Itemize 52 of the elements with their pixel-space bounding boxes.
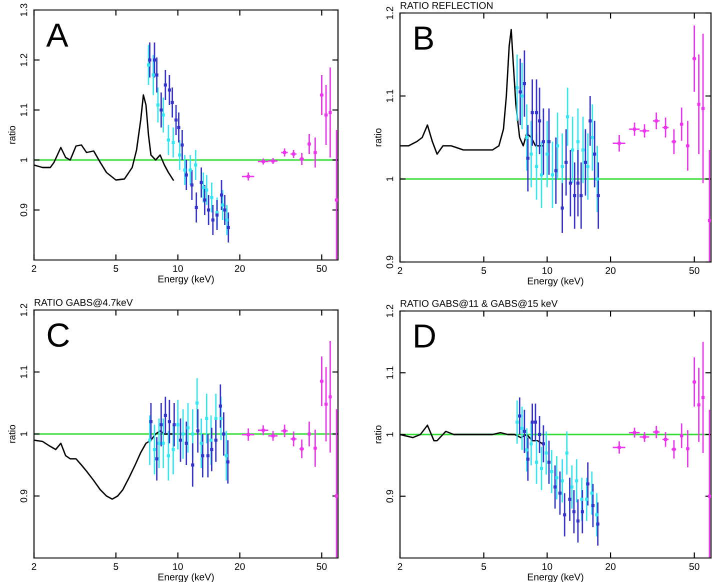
y-tick-label: 1.1 bbox=[386, 90, 394, 102]
y-tick-label: 1 bbox=[386, 176, 394, 181]
y-tick-label: 1.1 bbox=[386, 366, 394, 379]
x-tick-label: 20 bbox=[234, 265, 245, 272]
x-tick-label: 50 bbox=[316, 265, 327, 272]
y-tick-label: 0.9 bbox=[20, 490, 28, 502]
x-tick-label: 2 bbox=[32, 265, 36, 272]
x-tick-label: 10 bbox=[542, 267, 552, 274]
x-axis-title: Energy (keV) bbox=[528, 277, 584, 286]
y-tick-label: 1.3 bbox=[20, 4, 28, 16]
y-tick-label: 1.2 bbox=[20, 54, 28, 66]
y-tick-label: 1 bbox=[20, 432, 28, 436]
annotation: B bbox=[415, 26, 433, 50]
chart-title: RATIO REFLECTION bbox=[400, 2, 492, 9]
y-tick-label: 0.9 bbox=[386, 256, 394, 268]
y-tick-label: 1.1 bbox=[20, 104, 28, 116]
x-axis-title: Energy (keV) bbox=[158, 275, 214, 284]
x-tick-label: 10 bbox=[173, 563, 183, 570]
x-tick-label: 2 bbox=[398, 267, 402, 274]
x-tick-label: 5 bbox=[114, 563, 118, 570]
y-axis-title: ratio bbox=[374, 128, 382, 146]
y-tick-label: 1.1 bbox=[20, 366, 28, 378]
x-tick-label: 2 bbox=[398, 563, 402, 570]
y-tick-label: 0.9 bbox=[20, 204, 28, 216]
chart-title: RATIO GABS@4.7keV bbox=[34, 298, 133, 308]
y-tick-label: 1 bbox=[20, 158, 28, 162]
y-tick-label: 0.9 bbox=[386, 490, 394, 503]
annotation: A bbox=[46, 24, 68, 47]
y-tick-label: 1 bbox=[386, 432, 394, 436]
x-tick-label: 5 bbox=[114, 265, 118, 272]
y-axis-title: ratio bbox=[8, 126, 16, 144]
y-axis-title: ratio bbox=[8, 424, 16, 443]
y-tick-label: 1.2 bbox=[20, 304, 28, 316]
x-tick-label: 20 bbox=[606, 563, 616, 570]
chart-title: RATIO GABS@11 & GABS@15 keV bbox=[400, 300, 558, 308]
y-tick-label: 1.2 bbox=[386, 304, 394, 318]
x-tick-label: 10 bbox=[173, 265, 183, 272]
y-axis-title: ratio bbox=[374, 425, 382, 444]
x-tick-label: 5 bbox=[481, 563, 486, 570]
x-tick-label: 20 bbox=[606, 267, 616, 274]
x-axis-title: Energy (keV) bbox=[528, 573, 584, 582]
x-tick-label: 2 bbox=[32, 563, 36, 570]
y-tick-label: 1.2 bbox=[386, 6, 394, 20]
x-tick-label: 20 bbox=[234, 563, 245, 570]
x-tick-label: 50 bbox=[316, 563, 327, 570]
x-tick-label: 50 bbox=[689, 267, 700, 274]
x-axis-title: Energy (keV) bbox=[158, 573, 214, 582]
annotation: D bbox=[415, 324, 435, 348]
annotation: C bbox=[48, 323, 69, 347]
x-tick-label: 5 bbox=[481, 267, 486, 274]
x-tick-label: 10 bbox=[542, 563, 552, 570]
x-tick-label: 50 bbox=[689, 563, 700, 570]
